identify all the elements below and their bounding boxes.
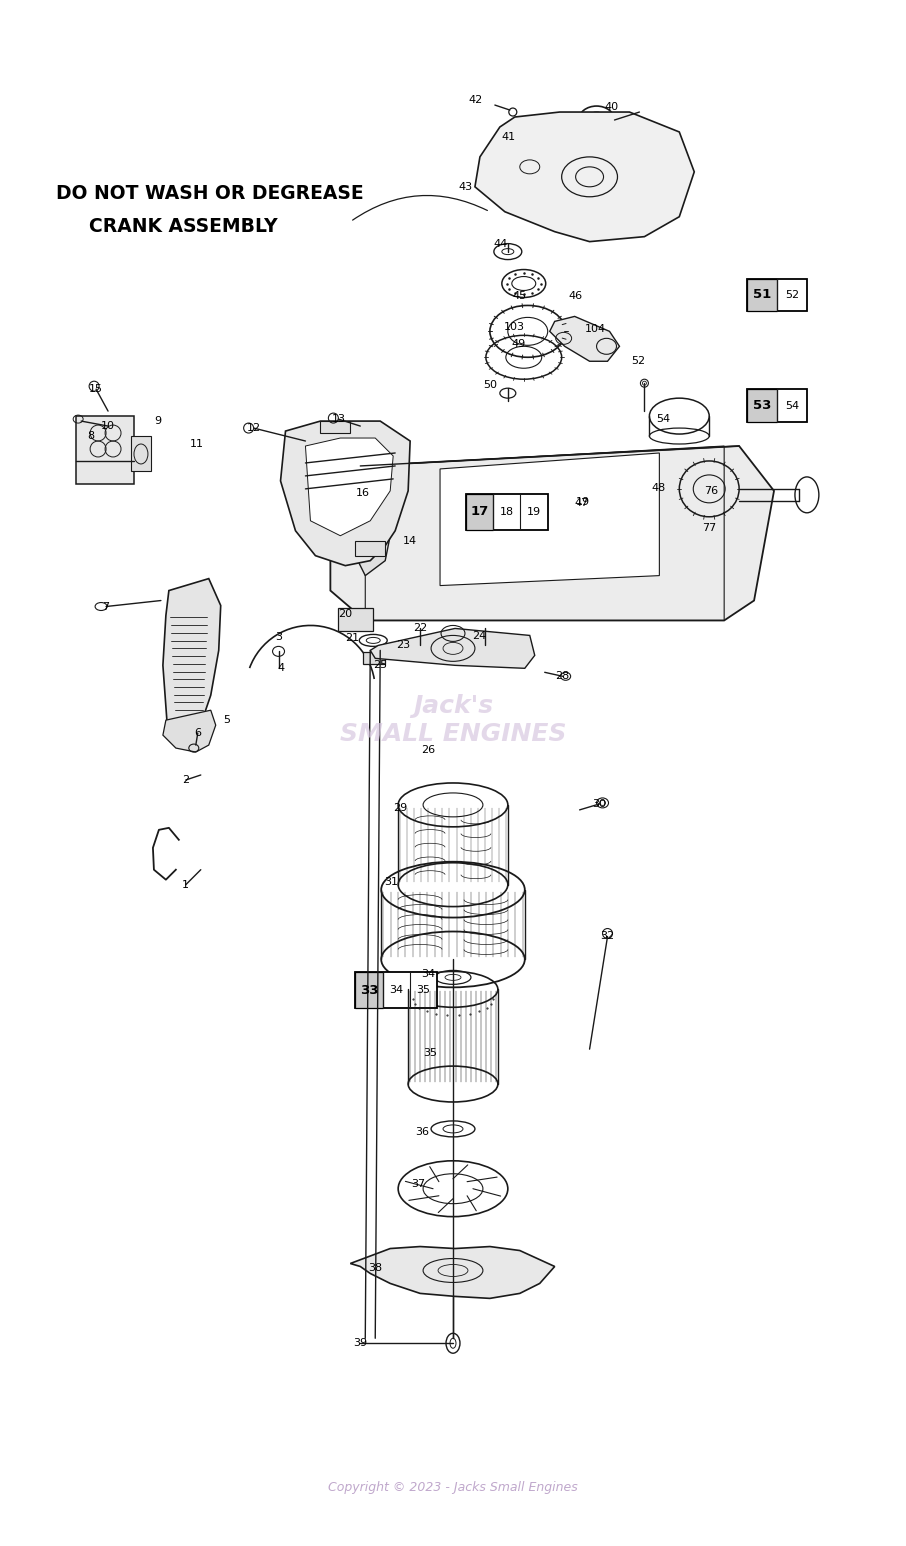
Polygon shape [163,578,221,741]
Bar [363,652,385,665]
Text: 50: 50 [483,380,496,390]
Bar [747,278,777,311]
Text: 18: 18 [500,507,514,516]
Bar [747,278,807,311]
Polygon shape [371,628,535,668]
Text: 52: 52 [631,356,645,366]
Polygon shape [341,461,395,575]
Text: 46: 46 [569,292,583,301]
Text: 30: 30 [593,799,606,809]
Text: 4: 4 [277,663,284,674]
Bar [76,416,134,484]
Text: 44: 44 [494,238,508,249]
Bar [747,390,777,422]
Text: 17: 17 [470,506,488,518]
Text: 20: 20 [338,609,352,620]
Polygon shape [305,438,393,536]
Text: 42: 42 [468,94,483,105]
Bar [321,421,351,433]
Text: 6: 6 [194,728,201,737]
Text: 76: 76 [704,485,718,496]
Text: 43: 43 [459,182,473,192]
Bar [131,436,151,472]
Text: 19: 19 [527,507,541,516]
Text: 41: 41 [502,131,516,142]
Text: 103: 103 [505,323,525,332]
Polygon shape [351,1246,554,1299]
Text: 5: 5 [223,716,230,725]
Polygon shape [440,453,660,586]
Text: 1: 1 [182,880,189,889]
Text: 26: 26 [421,745,435,754]
Text: 77: 77 [702,523,717,533]
Text: 10: 10 [101,421,115,431]
Bar [355,972,437,1008]
Bar [466,493,493,530]
Text: 45: 45 [513,292,527,301]
Text: 38: 38 [368,1263,382,1274]
Text: 33: 33 [360,983,378,997]
Text: CRANK ASSEMBLY: CRANK ASSEMBLY [89,216,278,235]
Polygon shape [163,710,216,751]
Text: 54: 54 [656,414,670,424]
Text: 19: 19 [575,496,590,507]
Text: 12: 12 [246,424,261,433]
Text: 25: 25 [373,660,387,671]
Bar [338,608,373,631]
Text: 51: 51 [753,289,771,301]
Text: 31: 31 [384,877,399,887]
Text: 13: 13 [332,414,345,424]
Text: 15: 15 [89,383,103,394]
Text: 23: 23 [396,640,410,651]
Text: 7: 7 [102,601,110,612]
Text: 2: 2 [182,775,189,785]
Text: 37: 37 [411,1178,425,1189]
Bar [355,541,385,555]
Polygon shape [475,111,694,241]
Text: 53: 53 [753,399,771,413]
Text: 48: 48 [651,482,666,493]
Text: 54: 54 [785,400,799,411]
Text: 14: 14 [403,536,417,546]
Bar [747,390,807,422]
Text: 39: 39 [353,1339,367,1348]
Text: 32: 32 [601,932,614,942]
Text: 28: 28 [555,671,570,682]
Text: 52: 52 [785,291,799,300]
Text: 47: 47 [574,498,589,507]
Text: 104: 104 [585,325,606,334]
Text: 21: 21 [345,634,360,643]
Text: 40: 40 [604,102,619,111]
Text: 34: 34 [421,969,435,979]
Text: 3: 3 [275,632,282,643]
Text: 36: 36 [415,1127,429,1136]
Text: 49: 49 [512,339,525,349]
Text: 22: 22 [413,623,428,634]
Bar [355,972,382,1008]
Text: 11: 11 [189,439,204,448]
Text: 24: 24 [472,631,486,642]
Text: 16: 16 [356,489,371,498]
Bar [466,493,548,530]
Text: Jack's
SMALL ENGINES: Jack's SMALL ENGINES [340,694,566,747]
Polygon shape [331,445,774,620]
Text: Copyright © 2023 - Jacks Small Engines: Copyright © 2023 - Jacks Small Engines [328,1481,578,1495]
Text: 8: 8 [88,431,94,441]
Text: 35: 35 [417,985,430,996]
Polygon shape [281,421,410,566]
Text: 34: 34 [389,985,403,996]
Text: 29: 29 [393,802,408,813]
Text: DO NOT WASH OR DEGREASE: DO NOT WASH OR DEGREASE [56,184,364,203]
Text: 9: 9 [154,416,161,427]
Polygon shape [550,317,620,362]
Text: 35: 35 [423,1048,437,1057]
